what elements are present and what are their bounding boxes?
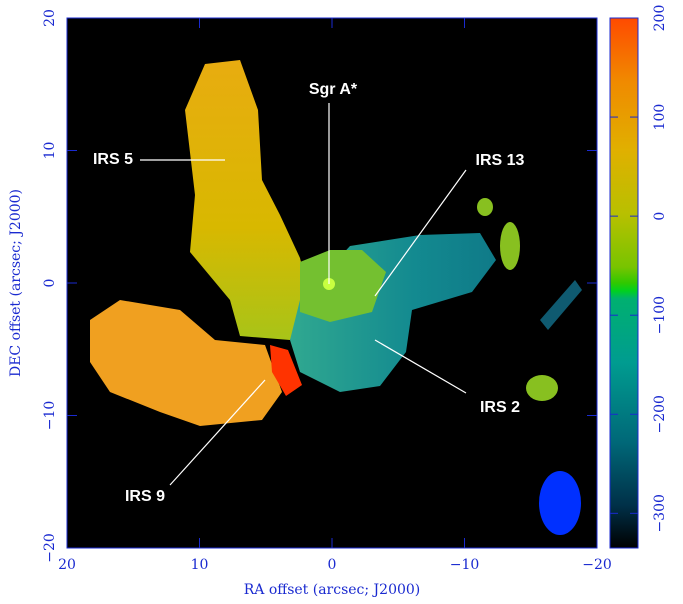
region (526, 375, 558, 401)
annotation: IRS 2 (480, 399, 520, 416)
x-tick-label: 20 (58, 557, 76, 573)
annotation: IRS 9 (125, 488, 165, 505)
chart: RA offset (arcsec; J2000) DEC offset (ar… (0, 0, 683, 600)
annotation: IRS 5 (93, 151, 133, 168)
x-tick-label: −10 (450, 557, 480, 573)
x-axis-label: RA offset (arcsec; J2000) (244, 582, 421, 598)
y-tick-label: 0 (42, 279, 58, 288)
beam (539, 471, 581, 535)
colorbar-tick-label: −100 (652, 296, 668, 334)
y-tick-label: 20 (42, 9, 58, 27)
annotation: Sgr A* (309, 81, 358, 98)
x-tick-label: 0 (328, 557, 337, 573)
region (477, 198, 493, 216)
x-tick-label: 10 (191, 557, 209, 573)
colorbar-tick-label: −300 (652, 494, 668, 532)
y-tick-label: −10 (42, 401, 58, 431)
x-tick-label: −20 (582, 557, 612, 573)
colorbar-tick-label: 0 (652, 212, 668, 221)
colorbar-tick-label: −200 (652, 395, 668, 433)
region (500, 222, 520, 270)
y-axis-label: DEC offset (arcsec; J2000) (8, 189, 24, 377)
colorbar-tick-label: 100 (652, 104, 668, 131)
annotation: IRS 13 (476, 152, 525, 169)
colorbar-tick-label: 200 (652, 5, 668, 32)
colorbar (610, 18, 638, 548)
y-tick-label: 10 (42, 142, 58, 160)
y-tick-label: −20 (42, 533, 58, 563)
